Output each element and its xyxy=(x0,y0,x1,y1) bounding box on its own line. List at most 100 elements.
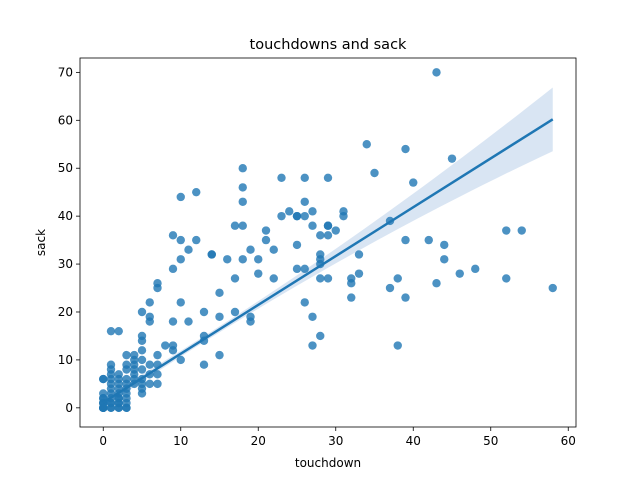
data-point xyxy=(401,144,410,154)
y-tick-label: 20 xyxy=(58,305,73,319)
data-point xyxy=(292,211,302,221)
data-point xyxy=(230,221,240,230)
y-axis-ticks: 0 10 20 30 40 50 60 70 xyxy=(58,65,80,415)
data-point xyxy=(176,235,185,245)
y-tick-label: 0 xyxy=(65,401,73,415)
x-tick-label: 10 xyxy=(173,434,188,448)
data-point xyxy=(238,164,247,173)
data-point xyxy=(362,140,371,149)
data-point xyxy=(339,207,348,216)
data-point xyxy=(168,231,178,240)
data-point xyxy=(176,255,185,264)
data-point xyxy=(122,350,131,360)
data-point xyxy=(401,235,410,245)
data-point xyxy=(199,360,209,369)
data-point xyxy=(409,178,418,187)
data-point xyxy=(130,350,139,360)
data-point xyxy=(447,154,457,163)
data-point xyxy=(192,235,201,245)
data-point xyxy=(215,288,224,298)
data-point xyxy=(393,274,402,283)
data-point xyxy=(285,207,294,216)
data-point xyxy=(308,221,317,230)
data-point xyxy=(238,221,247,230)
x-tick-label: 30 xyxy=(328,434,343,448)
data-point xyxy=(323,231,333,240)
data-point xyxy=(192,187,201,197)
y-tick-label: 10 xyxy=(58,353,73,367)
y-tick-label: 60 xyxy=(58,113,73,127)
data-point xyxy=(331,226,340,235)
data-point xyxy=(300,173,309,183)
data-point xyxy=(106,326,116,336)
data-point xyxy=(145,379,154,389)
data-point xyxy=(223,255,232,264)
data-point xyxy=(300,197,309,206)
data-point xyxy=(99,403,108,413)
chart-title: touchdowns and sack xyxy=(250,37,407,53)
y-tick-label: 30 xyxy=(58,257,73,271)
data-point xyxy=(238,183,247,192)
data-point xyxy=(292,240,302,250)
data-point xyxy=(137,331,147,341)
data-point xyxy=(308,207,317,216)
x-tick-label: 40 xyxy=(406,434,421,448)
data-point xyxy=(385,283,395,293)
data-point xyxy=(432,68,441,77)
data-point xyxy=(168,317,178,326)
y-axis-title: sack xyxy=(34,229,48,256)
plot-frame xyxy=(79,57,577,428)
data-point xyxy=(176,298,185,307)
data-point xyxy=(122,360,131,369)
data-point xyxy=(502,274,511,283)
data-point xyxy=(300,211,309,221)
data-point xyxy=(354,269,364,278)
data-point xyxy=(145,298,154,307)
data-point xyxy=(517,226,526,235)
data-point xyxy=(424,235,433,245)
data-point xyxy=(277,211,286,221)
data-point xyxy=(114,326,123,336)
data-point xyxy=(176,192,185,202)
data-point xyxy=(122,403,131,413)
data-point xyxy=(316,274,325,283)
data-point xyxy=(300,264,309,274)
x-tick-label: 50 xyxy=(483,434,498,448)
data-point xyxy=(153,370,162,379)
data-point xyxy=(246,312,255,321)
data-point xyxy=(269,245,278,254)
data-point xyxy=(99,374,108,384)
data-point xyxy=(347,293,356,302)
data-point xyxy=(215,312,224,321)
data-point xyxy=(292,264,302,274)
data-point xyxy=(122,374,131,384)
data-point xyxy=(184,245,193,254)
regression-line xyxy=(102,118,554,404)
data-points xyxy=(99,68,557,413)
data-point xyxy=(323,274,333,283)
data-point xyxy=(316,331,325,341)
data-point xyxy=(455,269,464,278)
x-tick-label: 60 xyxy=(561,434,576,448)
data-point xyxy=(106,360,116,369)
data-point xyxy=(246,245,255,254)
data-point xyxy=(153,350,162,360)
data-point xyxy=(137,365,147,374)
data-point xyxy=(254,269,263,278)
data-point xyxy=(261,235,271,245)
x-axis-ticks: 0 10 20 30 40 50 60 xyxy=(99,427,576,448)
data-point xyxy=(300,298,309,307)
data-point xyxy=(137,346,147,355)
data-point xyxy=(502,226,511,235)
x-tick-label: 0 xyxy=(99,434,107,448)
y-tick-label: 40 xyxy=(58,209,73,223)
data-point xyxy=(323,221,333,230)
data-point xyxy=(440,240,449,250)
data-point xyxy=(145,360,154,369)
data-point xyxy=(308,312,317,321)
data-point xyxy=(238,255,247,264)
data-point xyxy=(153,379,162,389)
regression-line-layer xyxy=(102,118,554,404)
data-point xyxy=(370,168,379,178)
data-point xyxy=(207,250,216,259)
